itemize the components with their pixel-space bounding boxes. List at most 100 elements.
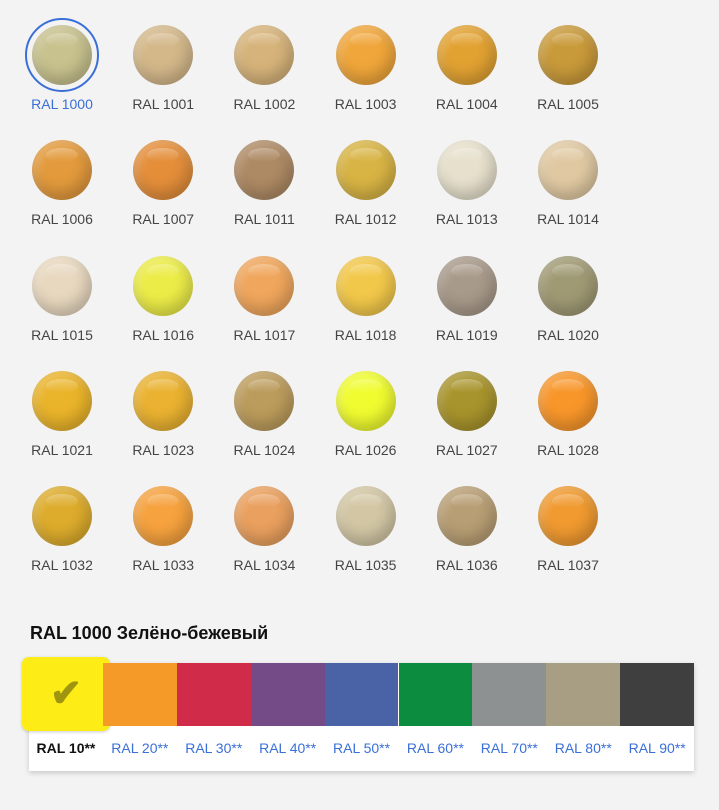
group-label: RAL 50**: [333, 740, 391, 756]
swatch-ral-1021[interactable]: RAL 1021: [12, 370, 112, 458]
color-sphere: [335, 255, 396, 316]
swatch-ral-1032[interactable]: RAL 1032: [12, 486, 112, 573]
swatch-ral-1002[interactable]: RAL 1002: [214, 25, 314, 112]
color-sphere: [436, 486, 497, 547]
group-tab-ral10[interactable]: ✔ RAL 10**: [22, 657, 110, 771]
swatch-ral-1015[interactable]: RAL 1015: [12, 255, 112, 343]
swatch-ral-1019[interactable]: RAL 1019: [417, 255, 517, 343]
color-sphere: [133, 255, 194, 316]
swatch-label: RAL 1026: [334, 441, 397, 458]
swatch-ral-1037[interactable]: RAL 1037: [518, 486, 618, 573]
color-sphere: [32, 370, 92, 431]
swatch-label: RAL 1033: [132, 557, 195, 574]
swatch-ral-1034[interactable]: RAL 1034: [214, 486, 314, 573]
color-sphere: [32, 486, 92, 547]
color-sphere: [133, 370, 194, 431]
color-sphere: [335, 25, 396, 85]
color-sphere: [234, 25, 295, 85]
swatch-label: RAL 1002: [233, 96, 296, 112]
swatch-ral-1012[interactable]: RAL 1012: [316, 140, 416, 227]
group-label: RAL 60**: [406, 740, 464, 756]
swatch-label: RAL 1007: [132, 211, 195, 228]
group-label: RAL 70**: [480, 740, 538, 756]
swatch-ral-1005[interactable]: RAL 1005: [518, 25, 618, 112]
selected-ring: [25, 18, 99, 92]
swatch-label: RAL 1013: [435, 211, 498, 228]
color-sphere: [234, 140, 295, 201]
group-label: RAL 40**: [259, 740, 317, 756]
color-sphere: [32, 255, 92, 316]
swatch-ral-1026[interactable]: RAL 1026: [316, 370, 416, 458]
swatch-label: RAL 1011: [234, 211, 295, 228]
group-label: RAL 10**: [36, 740, 96, 756]
swatch-ral-1011[interactable]: RAL 1011: [214, 140, 314, 227]
swatch-ral-1035[interactable]: RAL 1035: [316, 486, 416, 573]
swatch-ral-1020[interactable]: RAL 1020: [518, 255, 618, 343]
group-tab-ral70[interactable]: RAL 70**: [472, 663, 547, 771]
group-color-chip: [546, 663, 621, 726]
group-color-chip: [250, 663, 325, 726]
swatch-label: RAL 1003: [334, 96, 397, 112]
group-color-chip: [398, 663, 473, 726]
swatch-ral-1004[interactable]: RAL 1004: [417, 25, 517, 112]
color-sphere: [538, 255, 598, 316]
swatch-ral-1000[interactable]: RAL 1000: [12, 18, 112, 112]
swatch-label: RAL 1021: [31, 441, 93, 458]
color-group-bar: ✔ RAL 10** RAL 20** RAL 30** RAL 40** RAL 50*…: [22, 657, 695, 771]
swatch-ral-1027[interactable]: RAL 1027: [417, 370, 517, 458]
color-sphere: [538, 25, 598, 85]
group-color-chip: [472, 663, 547, 726]
group-label: RAL 30**: [185, 740, 243, 756]
swatch-label: RAL 1004: [435, 96, 498, 112]
swatch-ral-1003[interactable]: RAL 1003: [316, 25, 416, 112]
swatch-label: RAL 1001: [132, 96, 195, 112]
selected-color-title: RAL 1000 Зелёно-бежевый: [30, 623, 269, 643]
color-sphere: [436, 25, 497, 85]
group-tab-ral50[interactable]: RAL 50**: [324, 663, 399, 771]
group-color-chip: [102, 663, 177, 726]
swatch-ral-1006[interactable]: RAL 1006: [12, 140, 112, 227]
swatch-label: RAL 1020: [537, 326, 599, 343]
swatch-ral-1024[interactable]: RAL 1024: [214, 370, 314, 458]
swatch-label: RAL 1028: [537, 441, 599, 458]
swatch-ral-1033[interactable]: RAL 1033: [113, 486, 213, 573]
group-color-chip: [620, 663, 695, 726]
swatch-label: RAL 1023: [132, 441, 195, 458]
swatch-ral-1007[interactable]: RAL 1007: [113, 140, 213, 227]
swatch-label: RAL 1032: [31, 557, 93, 574]
group-label: RAL 90**: [628, 740, 686, 756]
swatch-label: RAL 1005: [537, 96, 599, 112]
color-sphere: [538, 370, 598, 431]
swatch-ral-1023[interactable]: RAL 1023: [113, 370, 213, 458]
color-sphere: [32, 140, 92, 201]
color-sphere: [538, 140, 598, 201]
color-sphere: [234, 486, 295, 547]
swatch-ral-1018[interactable]: RAL 1018: [316, 255, 416, 343]
swatch-ral-1014[interactable]: RAL 1014: [518, 140, 618, 227]
swatch-label: RAL 1014: [537, 211, 599, 228]
swatch-label: RAL 1016: [132, 326, 195, 343]
swatch-ral-1013[interactable]: RAL 1013: [417, 140, 517, 227]
group-color-chip: ✔: [22, 657, 110, 731]
group-tab-ral40[interactable]: RAL 40**: [250, 663, 325, 771]
swatch-ral-1036[interactable]: RAL 1036: [417, 486, 517, 573]
group-tab-ral60[interactable]: RAL 60**: [398, 663, 473, 771]
swatch-ral-1028[interactable]: RAL 1028: [518, 370, 618, 458]
color-sphere: [436, 140, 497, 201]
color-sphere: [234, 370, 295, 431]
color-sphere: [538, 486, 598, 547]
color-sphere: [436, 255, 497, 316]
group-tab-ral80[interactable]: RAL 80**: [546, 663, 621, 771]
group-tab-ral30[interactable]: RAL 30**: [176, 663, 251, 771]
swatch-label: RAL 1027: [435, 441, 498, 458]
swatch-ral-1016[interactable]: RAL 1016: [113, 255, 213, 343]
group-tab-ral90[interactable]: RAL 90**: [620, 663, 695, 771]
color-sphere: [335, 140, 396, 201]
group-tab-ral20[interactable]: RAL 20**: [102, 663, 177, 771]
swatch-label: RAL 1036: [435, 557, 498, 574]
swatch-label: RAL 1015: [31, 326, 93, 343]
group-label: RAL 80**: [554, 740, 612, 756]
swatch-ral-1001[interactable]: RAL 1001: [113, 25, 213, 112]
swatch-ral-1017[interactable]: RAL 1017: [214, 255, 314, 343]
